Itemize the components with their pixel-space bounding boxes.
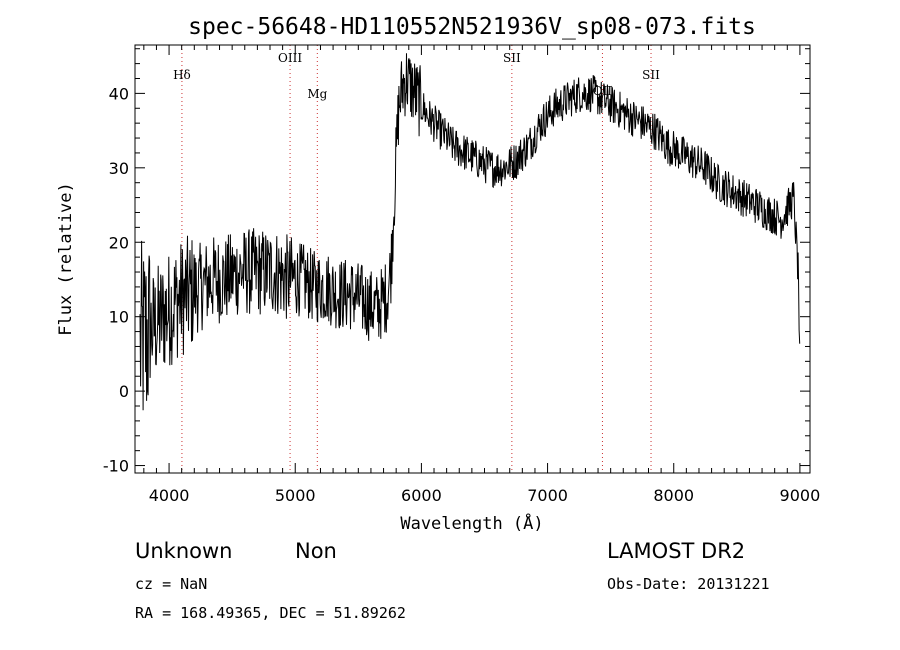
x-axis-label: Wavelength (Å): [400, 512, 543, 534]
y-tick-label: 10: [109, 308, 129, 327]
object-subclass: Non: [295, 539, 337, 563]
observation-date: Obs-Date: 20131221: [607, 575, 770, 593]
x-tick-label: 6000: [401, 486, 442, 505]
spectral-line-label: SII: [642, 68, 660, 82]
x-tick-label: 7000: [527, 486, 568, 505]
y-tick-label: -10: [103, 457, 129, 476]
spectral-line-label: Hδ: [173, 68, 191, 82]
object-class: Unknown: [135, 539, 233, 563]
redshift-cz: cz = NaN: [135, 575, 208, 593]
y-tick-label: 40: [109, 84, 129, 103]
spectral-line-label: SII: [503, 51, 521, 65]
y-tick-label: 0: [119, 382, 129, 401]
y-tick-label: 30: [109, 159, 129, 178]
chart-title: spec-56648-HD110552N521936V_sp08-073.fit…: [188, 14, 756, 40]
spectral-line-label: OIII: [278, 51, 302, 65]
spectrum-series-line: [139, 53, 801, 411]
ra-dec-coordinates: RA = 168.49365, DEC = 51.89262: [135, 604, 406, 622]
x-tick-label: 9000: [780, 486, 821, 505]
x-tick-label: 4000: [149, 486, 190, 505]
x-tick-label: 5000: [275, 486, 316, 505]
axis-ticks: 4000 5000 6000 7000 8000 9000 -10 0 10 20 30 40: [103, 45, 820, 505]
x-tick-label: 8000: [653, 486, 694, 505]
plot-frame: [134, 44, 811, 474]
survey-label: LAMOST DR2: [607, 539, 746, 563]
y-tick-label: 20: [109, 233, 129, 252]
spectral-line-label: Mg: [307, 87, 327, 101]
y-axis-label: Flux (relative): [56, 182, 76, 336]
